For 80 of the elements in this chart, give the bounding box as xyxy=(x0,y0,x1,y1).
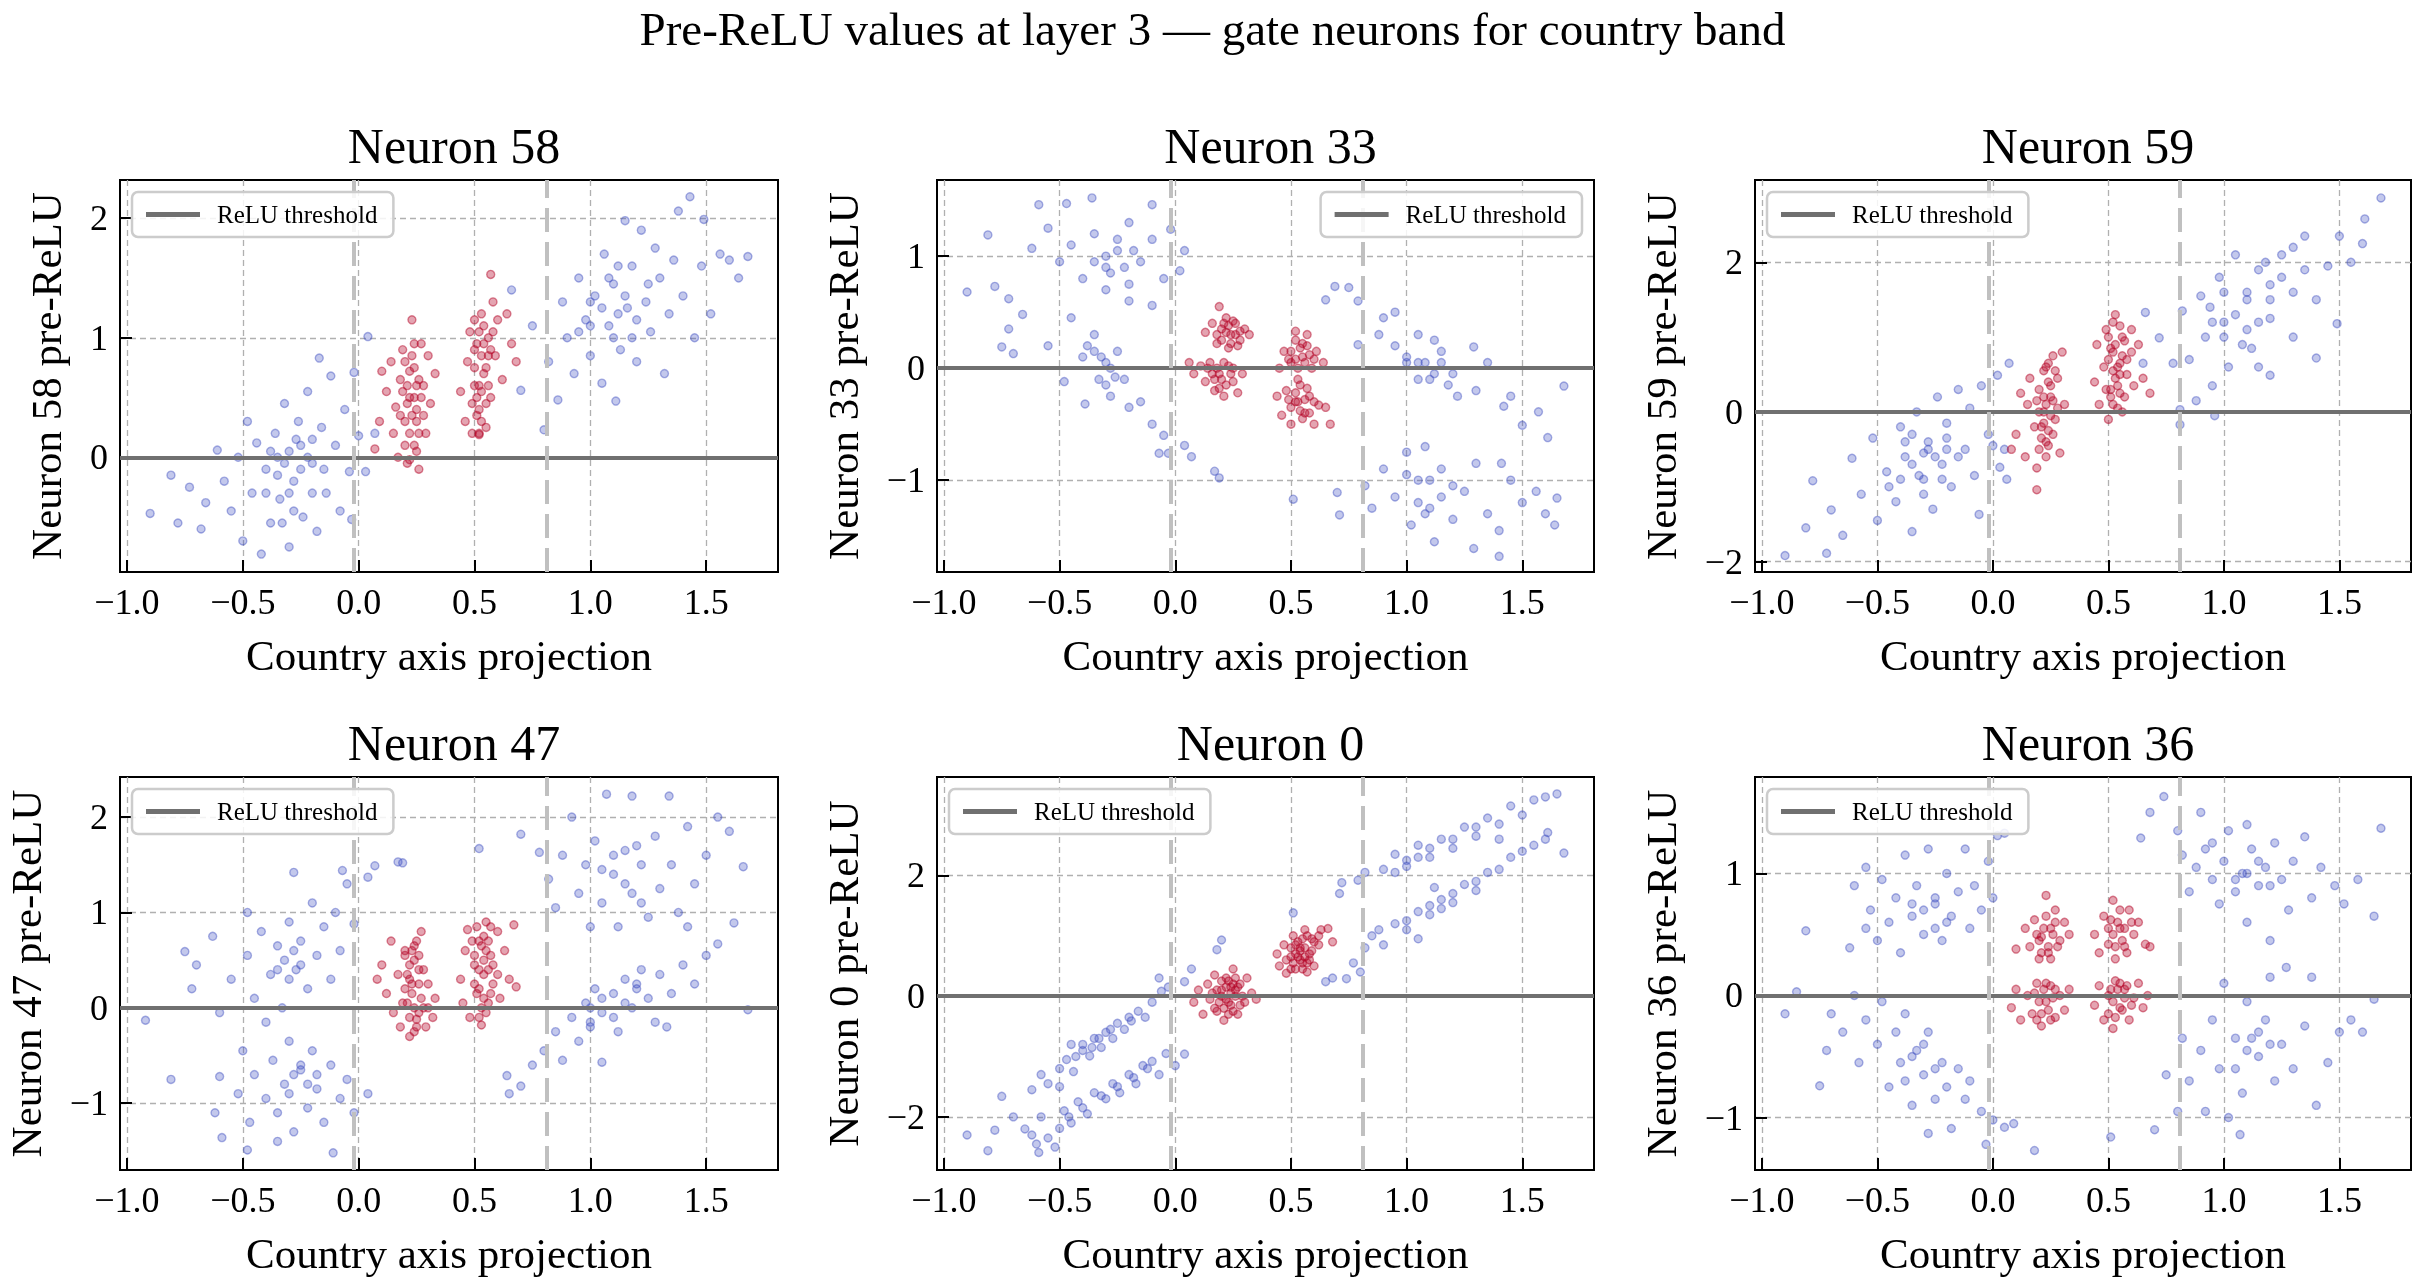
legend-label: ReLU threshold xyxy=(1852,798,2013,825)
y-axis-title: Neuron 59 pre-ReLU xyxy=(1637,192,1685,560)
legend-label: ReLU threshold xyxy=(1034,798,1195,825)
x-tick-label: −1.0 xyxy=(94,582,160,622)
x-tick-label: 0.0 xyxy=(336,1180,382,1220)
x-tick-label: 1.0 xyxy=(567,582,613,622)
x-tick-label: 0.0 xyxy=(1970,1180,2016,1220)
y-tick-label: −2 xyxy=(1704,541,1743,582)
x-tick-label: 0.5 xyxy=(451,1180,497,1220)
y-axis-title: Neuron 0 pre-ReLU xyxy=(819,800,867,1147)
x-tick-label: −0.5 xyxy=(210,1180,276,1220)
chart-title: Neuron 0 xyxy=(1176,715,1365,771)
x-tick-label: 1.5 xyxy=(683,582,729,622)
x-tick-label: −0.5 xyxy=(210,582,276,622)
chart-title: Neuron 58 xyxy=(347,118,561,174)
x-tick-label: 0.0 xyxy=(1970,582,2016,622)
chart-title: Neuron 59 xyxy=(1981,118,2195,174)
y-tick-label: 0 xyxy=(90,987,108,1028)
y-tick-label: 1 xyxy=(90,317,108,358)
x-axis-title: Country axis projection xyxy=(1879,632,2287,679)
y-tick-label: 2 xyxy=(90,797,108,838)
x-axis-title: Country axis projection xyxy=(1062,1230,1469,1277)
x-tick-label: 1.5 xyxy=(2316,582,2362,622)
x-axis-title: Country axis projection xyxy=(1879,1230,2287,1277)
y-tick-label: −1 xyxy=(1704,1097,1743,1138)
x-axis-title: Country axis projection xyxy=(245,632,653,679)
x-tick-label: −0.5 xyxy=(1026,1180,1093,1220)
x-tick-label: 1.0 xyxy=(1384,1180,1430,1220)
x-tick-label: 1.5 xyxy=(683,1180,729,1220)
x-tick-label: 0.5 xyxy=(1268,1180,1314,1220)
y-tick-label: 0 xyxy=(1725,391,1743,432)
x-tick-label: 0.0 xyxy=(1152,582,1198,622)
y-axis-title: Neuron 58 pre-ReLU xyxy=(23,192,70,560)
legend-label: ReLU threshold xyxy=(1405,201,1567,228)
chart-title: Neuron 47 xyxy=(347,715,561,771)
legend-label: ReLU threshold xyxy=(1852,201,2013,228)
chart-title: Neuron 36 xyxy=(1981,715,2195,771)
y-tick-label: 0 xyxy=(1725,975,1743,1016)
text: Pre-ReLU values at layer 3 — gate neurons for country band xyxy=(639,3,1786,55)
x-tick-label: −0.5 xyxy=(1844,582,1911,622)
y-axis-title: Neuron 36 pre-ReLU xyxy=(1637,789,1685,1158)
x-tick-label: 0.5 xyxy=(1268,582,1314,622)
legend-label: ReLU threshold xyxy=(217,798,378,825)
x-tick-label: 1.0 xyxy=(2201,1180,2247,1220)
y-tick-label: 1 xyxy=(907,236,925,277)
x-tick-label: 1.5 xyxy=(1499,1180,1545,1220)
x-tick-label: 0.0 xyxy=(1152,1180,1198,1220)
x-tick-label: 1.5 xyxy=(2316,1180,2362,1220)
x-axis-title: Country axis projection xyxy=(245,1230,653,1277)
x-tick-label: 0.5 xyxy=(451,582,497,622)
x-tick-label: −0.5 xyxy=(1844,1180,1911,1220)
x-tick-label: 1.5 xyxy=(1499,582,1545,622)
y-axis-title: Neuron 33 pre-ReLU xyxy=(819,192,867,560)
x-tick-label: 0.5 xyxy=(2085,1180,2131,1220)
x-tick-label: 0.5 xyxy=(2085,582,2131,622)
x-tick-label: −1.0 xyxy=(1729,582,1795,622)
y-tick-label: −1 xyxy=(69,1083,108,1124)
y-tick-label: 1 xyxy=(1725,853,1743,894)
x-axis-title: Country axis projection xyxy=(1062,632,1469,679)
y-tick-label: 2 xyxy=(1725,242,1743,283)
x-tick-label: −1.0 xyxy=(1729,1180,1795,1220)
y-tick-label: 0 xyxy=(90,437,108,478)
x-tick-label: 1.0 xyxy=(2201,582,2247,622)
y-tick-label: 0 xyxy=(907,348,925,389)
y-tick-label: 2 xyxy=(907,855,925,896)
x-tick-label: −1.0 xyxy=(94,1180,160,1220)
x-tick-label: 0.0 xyxy=(336,582,382,622)
y-tick-label: −2 xyxy=(886,1096,925,1137)
y-tick-label: 0 xyxy=(907,976,925,1017)
x-tick-label: 1.0 xyxy=(567,1180,613,1220)
y-axis-title: Neuron 47 pre-ReLU xyxy=(2,789,50,1158)
x-tick-label: −0.5 xyxy=(1026,582,1093,622)
x-tick-label: −1.0 xyxy=(911,1180,977,1220)
y-tick-label: 2 xyxy=(90,198,108,239)
y-tick-label: −1 xyxy=(886,460,925,501)
chart-title: Neuron 33 xyxy=(1164,118,1377,174)
x-tick-label: 1.0 xyxy=(1384,582,1430,622)
y-tick-label: 1 xyxy=(90,892,108,933)
legend-label: ReLU threshold xyxy=(217,201,378,228)
x-tick-label: −1.0 xyxy=(911,582,977,622)
